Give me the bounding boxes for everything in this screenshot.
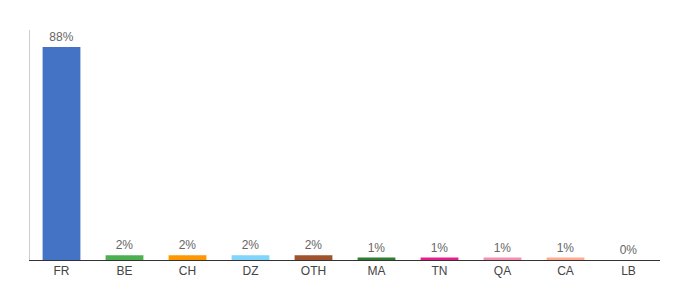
svg-text:1%: 1%: [431, 241, 449, 255]
svg-text:2%: 2%: [305, 238, 323, 252]
svg-text:FR: FR: [54, 264, 70, 278]
svg-text:QA: QA: [494, 264, 511, 278]
svg-text:1%: 1%: [557, 241, 575, 255]
svg-text:BE: BE: [116, 264, 132, 278]
svg-text:2%: 2%: [116, 238, 134, 252]
svg-text:0%: 0%: [620, 243, 638, 257]
svg-text:1%: 1%: [368, 241, 386, 255]
svg-text:2%: 2%: [179, 238, 197, 252]
svg-text:2%: 2%: [242, 238, 260, 252]
svg-text:OTH: OTH: [301, 264, 326, 278]
svg-text:88%: 88%: [49, 30, 73, 44]
svg-text:LB: LB: [621, 264, 636, 278]
svg-text:CA: CA: [557, 264, 574, 278]
svg-text:MA: MA: [368, 264, 386, 278]
svg-text:CH: CH: [179, 264, 196, 278]
svg-text:DZ: DZ: [243, 264, 259, 278]
svg-text:1%: 1%: [494, 241, 512, 255]
svg-text:TN: TN: [432, 264, 448, 278]
